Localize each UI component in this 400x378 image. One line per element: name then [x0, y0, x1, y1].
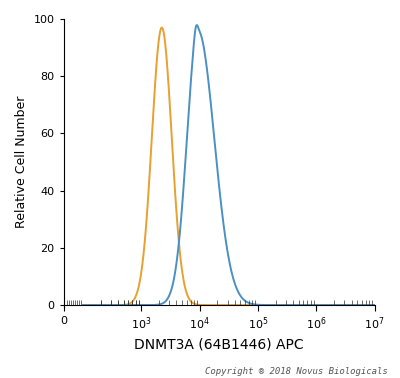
- X-axis label: DNMT3A (64B1446) APC: DNMT3A (64B1446) APC: [134, 338, 304, 352]
- Text: Copyright ® 2018 Novus Biologicals: Copyright ® 2018 Novus Biologicals: [205, 367, 388, 376]
- Y-axis label: Relative Cell Number: Relative Cell Number: [15, 96, 28, 228]
